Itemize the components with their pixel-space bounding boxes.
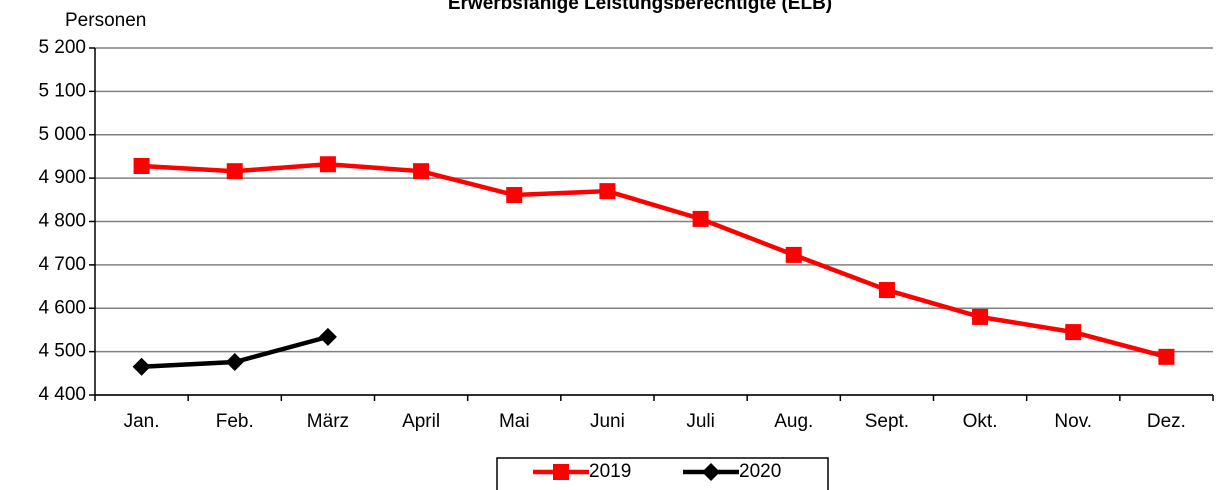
data-point (132, 357, 151, 376)
y-tick-label: 4 800 (38, 211, 86, 232)
x-tick-label: Dez. (1147, 411, 1186, 432)
y-tick-label: 4 700 (38, 254, 86, 275)
x-tick-label: Feb. (216, 411, 254, 432)
data-point (972, 308, 989, 325)
data-point (413, 163, 430, 180)
x-tick-label: Nov. (1054, 411, 1092, 432)
data-point (878, 282, 895, 299)
x-tick-label: Aug. (774, 411, 813, 432)
data-point (599, 183, 616, 200)
legend-label: 2020 (739, 461, 781, 482)
x-tick-label: Mai (499, 411, 530, 432)
x-tick-label: Juni (590, 411, 625, 432)
y-tick-label: 5 200 (38, 37, 86, 58)
data-point (225, 353, 244, 372)
legend-label: 2019 (589, 461, 631, 482)
y-tick-label: 4 600 (38, 297, 86, 318)
data-point (318, 327, 337, 346)
data-point (226, 163, 243, 180)
y-tick-label: 4 900 (38, 167, 86, 188)
data-point (785, 246, 802, 263)
data-point (1065, 324, 1082, 341)
y-tick-label: 5 100 (38, 80, 86, 101)
x-tick-label: April (402, 411, 440, 432)
data-point (506, 187, 523, 204)
y-axis-label: Personen (65, 10, 146, 31)
x-tick-label: Sept. (865, 411, 909, 432)
y-tick-label: 4 500 (38, 341, 86, 362)
y-tick-label: 5 000 (38, 124, 86, 145)
data-point (1158, 348, 1175, 365)
series-line (141, 161, 1167, 360)
x-tick-label: Juli (686, 411, 715, 432)
x-tick-label: März (307, 411, 349, 432)
data-point (319, 156, 336, 173)
chart-title: Erwerbsfähige Leistungsberechtigte (ELB) (448, 0, 832, 14)
x-tick-label: Okt. (963, 411, 998, 432)
legend-marker (553, 464, 569, 480)
x-tick-label: Jan. (124, 411, 160, 432)
y-tick-label: 4 400 (38, 384, 86, 405)
legend-marker (702, 463, 720, 481)
data-point (692, 210, 709, 227)
data-point (133, 157, 150, 174)
